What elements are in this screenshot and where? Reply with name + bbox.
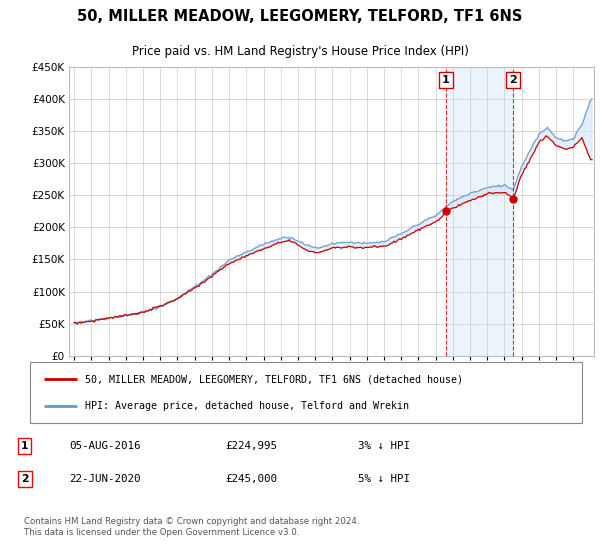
Text: £224,995: £224,995 <box>225 441 277 451</box>
Text: 1: 1 <box>21 441 28 451</box>
Bar <box>446 67 513 356</box>
Text: 22-JUN-2020: 22-JUN-2020 <box>70 474 141 484</box>
Text: 3% ↓ HPI: 3% ↓ HPI <box>358 441 410 451</box>
Text: 50, MILLER MEADOW, LEEGOMERY, TELFORD, TF1 6NS: 50, MILLER MEADOW, LEEGOMERY, TELFORD, T… <box>77 8 523 24</box>
Text: 1: 1 <box>442 75 450 85</box>
Text: HPI: Average price, detached house, Telford and Wrekin: HPI: Average price, detached house, Telf… <box>85 402 409 412</box>
Text: 05-AUG-2016: 05-AUG-2016 <box>70 441 141 451</box>
Text: Price paid vs. HM Land Registry's House Price Index (HPI): Price paid vs. HM Land Registry's House … <box>131 45 469 58</box>
Text: 2: 2 <box>21 474 28 484</box>
Text: 2: 2 <box>509 75 517 85</box>
Text: Contains HM Land Registry data © Crown copyright and database right 2024.
This d: Contains HM Land Registry data © Crown c… <box>24 517 359 536</box>
Text: £245,000: £245,000 <box>225 474 277 484</box>
FancyBboxPatch shape <box>30 362 582 423</box>
Text: 5% ↓ HPI: 5% ↓ HPI <box>358 474 410 484</box>
Text: 50, MILLER MEADOW, LEEGOMERY, TELFORD, TF1 6NS (detached house): 50, MILLER MEADOW, LEEGOMERY, TELFORD, T… <box>85 374 463 384</box>
